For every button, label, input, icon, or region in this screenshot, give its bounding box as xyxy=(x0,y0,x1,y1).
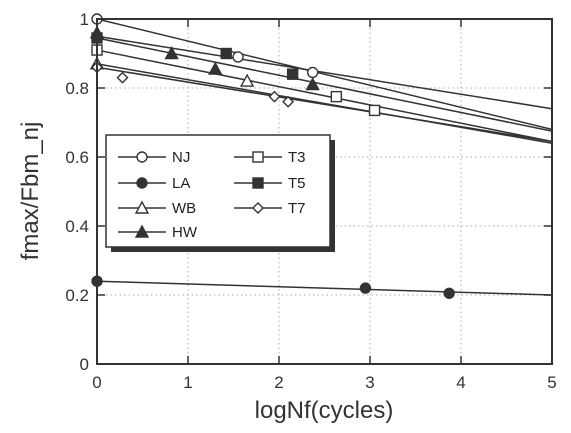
ticks-layer: 0 1 2 3 4 5 0 0.2 0.4 0.6 0.8 1 xyxy=(65,10,556,392)
x-tick-label: 1 xyxy=(183,373,192,392)
x-tick-label: 0 xyxy=(92,373,101,392)
fit-line-t3 xyxy=(96,49,553,143)
legend-marker xyxy=(252,151,264,163)
legend-marker xyxy=(252,177,264,189)
x-tick-label: 2 xyxy=(274,373,283,392)
fit-line-t5 xyxy=(96,37,553,132)
data-point-t3 xyxy=(368,104,381,117)
data-point-t5 xyxy=(286,68,299,80)
legend-entry-nj: NJ xyxy=(118,149,190,166)
legend-label: NJ xyxy=(172,149,190,166)
legend-marker xyxy=(136,177,148,189)
legend-entry-hw: HW xyxy=(118,224,198,241)
data-point-wb xyxy=(239,73,255,87)
data-point-nj xyxy=(232,51,244,63)
data-point-t7 xyxy=(282,95,295,108)
data-point-nj xyxy=(306,66,319,79)
legend-marker xyxy=(252,202,264,214)
legend-marker xyxy=(134,200,150,214)
x-tick-label: 5 xyxy=(547,373,556,392)
legend-marker xyxy=(134,224,150,238)
data-point-hw xyxy=(208,61,223,75)
legend: NJ LA WB HW T3 T5 T7 xyxy=(105,134,335,252)
data-point-hw xyxy=(164,46,179,60)
legend-entry-t3: T3 xyxy=(234,149,306,166)
plot-frame xyxy=(96,18,553,365)
data-point-la xyxy=(359,282,372,294)
legend-entry-wb: WB xyxy=(118,200,196,217)
data-point-t7 xyxy=(116,71,129,84)
legend-entry-t5: T5 xyxy=(234,175,306,192)
data-point-hw xyxy=(305,77,320,91)
data-point-t3 xyxy=(330,90,343,103)
y-axis-title: fmax/Fbm_nj xyxy=(17,122,44,261)
y-tick-label: 0.4 xyxy=(65,217,89,236)
legend-entry-t7: T7 xyxy=(234,200,306,217)
y-tick-label: 0.2 xyxy=(65,286,89,305)
x-axis-title: logNf(cycles) xyxy=(255,397,394,424)
legend-label: LA xyxy=(172,175,190,192)
fit-line-hw xyxy=(96,35,553,110)
data-point-la xyxy=(443,287,455,299)
y-tick-label: 0 xyxy=(80,355,89,374)
legend-label: WB xyxy=(172,200,196,217)
legend-marker xyxy=(136,151,148,163)
legend-entry-la: LA xyxy=(118,175,190,192)
fit-line-wb xyxy=(96,63,553,144)
x-tick-label: 4 xyxy=(456,373,465,392)
x-tick-label: 3 xyxy=(365,373,374,392)
legend-label: T3 xyxy=(288,149,306,166)
fit-lines-layer xyxy=(96,18,553,296)
data-point-t7 xyxy=(268,90,281,103)
legend-label: HW xyxy=(172,224,198,241)
fit-line-t7 xyxy=(96,66,553,143)
y-tick-label: 0.6 xyxy=(65,148,89,167)
y-tick-label: 0.8 xyxy=(65,79,89,98)
y-tick-label: 1 xyxy=(80,10,89,29)
legend-label: T7 xyxy=(288,200,306,217)
data-point-t5 xyxy=(220,47,232,60)
fit-line-la xyxy=(96,280,553,296)
legend-label: T5 xyxy=(288,175,306,192)
fit-line-nj xyxy=(96,18,553,131)
